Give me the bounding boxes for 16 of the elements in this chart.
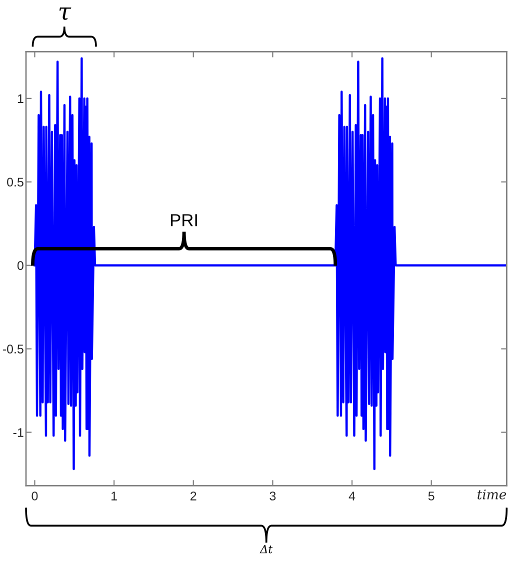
- y-tick-label: 1: [18, 94, 24, 103]
- x-axis-title: time: [478, 489, 506, 500]
- x-tick-label: 5: [428, 492, 434, 500]
- text: τ: [59, 8, 72, 20]
- line-series: [34, 57, 507, 470]
- y-tick-label: -0.5: [2, 344, 24, 354]
- text: Δt: [260, 545, 273, 554]
- y-tick-label: 0.5: [7, 178, 24, 187]
- y-tick-label: 0: [17, 261, 24, 270]
- x-tick-label: 1: [112, 492, 117, 500]
- x-tick-label: 4: [348, 492, 356, 500]
- x-tick-label: 3: [270, 492, 276, 500]
- annotation: PRI: [170, 214, 197, 226]
- x-tick-label: 2: [190, 492, 196, 500]
- y-tick-label: -1: [13, 428, 24, 437]
- x-tick-label: 0: [32, 492, 38, 500]
